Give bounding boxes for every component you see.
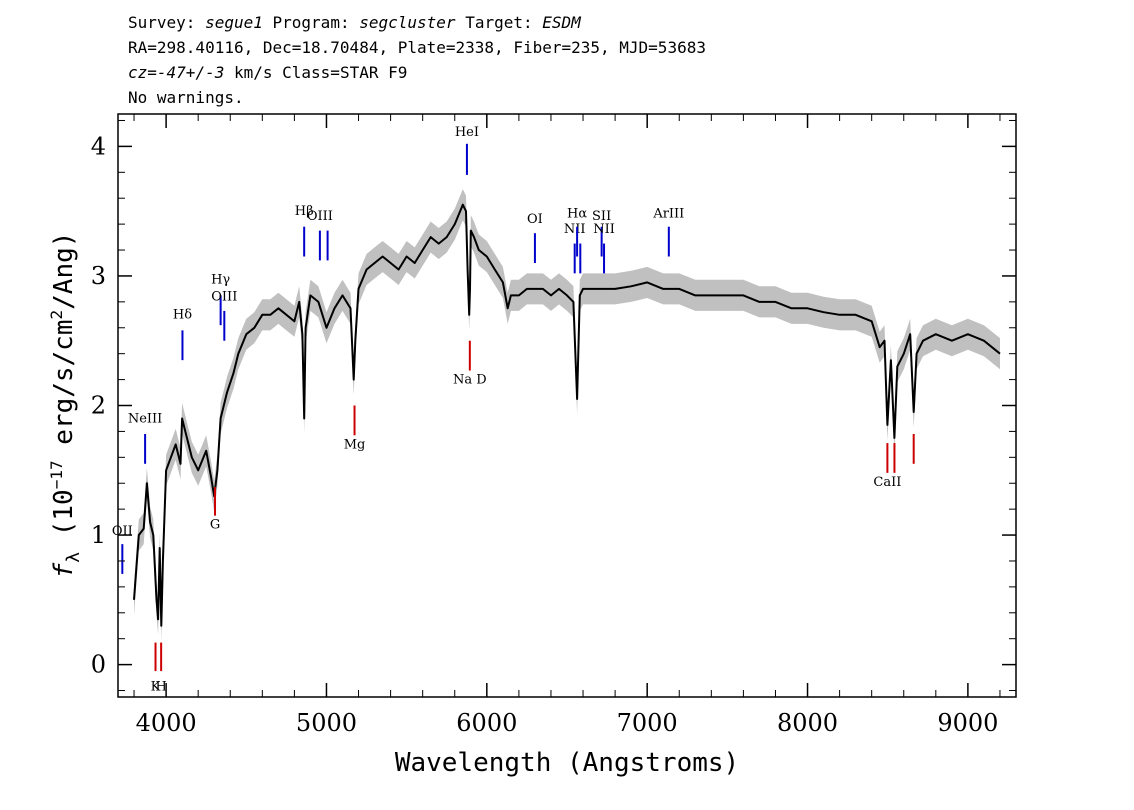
flux-series — [133, 203, 1001, 627]
flux-error-area — [134, 189, 1000, 642]
spectral-line-label: NII — [564, 222, 586, 237]
program-label: Program: — [272, 13, 350, 32]
x-tick-label: 5000 — [296, 709, 357, 737]
program-value: segcluster — [359, 13, 456, 32]
y-axis-title: fλ (10−17 erg/s/cm2/Ang) — [47, 232, 84, 579]
x-tick-label: 7000 — [617, 709, 678, 737]
axis-ticks: 4000 5000 6000 7000 8000 9000 0 1 2 3 4 — [91, 114, 1016, 737]
spectral-line-label: OIII — [211, 290, 237, 305]
y-axis-exp2: 2 — [47, 310, 66, 320]
spectral-line-label: SII — [592, 209, 611, 224]
survey-label: Survey: — [128, 13, 196, 32]
spectral-line-label: Hβ — [295, 204, 314, 219]
y-axis-mid: erg/s/cm — [49, 320, 79, 461]
target-value: ESDM — [542, 13, 581, 32]
spectral-line-label: K — [151, 680, 161, 695]
y-tick-label: 4 — [91, 132, 106, 160]
y-tick-label: 3 — [91, 262, 106, 290]
header-line-2: RA=298.40116, Dec=18.70484, Plate=2338, … — [128, 38, 706, 57]
spectral-line-label: Hγ — [211, 273, 230, 288]
y-axis-exp: −17 — [47, 460, 66, 489]
target-label: Target: — [465, 13, 533, 32]
spectral-line-label: OII — [112, 524, 133, 539]
y-tick-label: 2 — [91, 392, 106, 420]
cz-value: -47+/-3 — [156, 63, 225, 82]
header-line-1: Survey: segue1 Program: segcluster Targe… — [128, 12, 581, 34]
x-tick-label: 8000 — [777, 709, 838, 737]
spectral-line-label: OIII — [307, 209, 333, 224]
y-axis-sub: λ — [63, 552, 84, 563]
spectral-line-label: Hα — [567, 207, 587, 222]
flux-line — [133, 203, 1001, 627]
y-tick-label: 0 — [91, 651, 106, 679]
cz-label: cz= — [128, 63, 157, 82]
spectral-line-label: Hδ — [173, 308, 192, 323]
x-tick-label: 4000 — [136, 709, 197, 737]
spectral-line-label: CaII — [873, 475, 901, 490]
spectral-line-label: Na D — [453, 372, 487, 387]
spectral-line-label: ArIII — [652, 207, 684, 222]
header-line-4: No warnings. — [128, 88, 244, 107]
survey-value: segue1 — [205, 13, 263, 32]
cz-rest: km/s Class=STAR F9 — [224, 63, 408, 82]
plot-frame — [117, 113, 1017, 698]
spectral-line-label: NII — [593, 222, 615, 237]
spectral-line-label: NeIII — [128, 411, 162, 426]
y-tick-label: 1 — [91, 521, 106, 549]
spectral-line-label: OI — [527, 212, 543, 227]
x-tick-label: 6000 — [456, 709, 517, 737]
x-axis-title: Wavelength (Angstroms) — [395, 748, 739, 778]
spectral-line-label: HeI — [455, 125, 479, 140]
y-axis-close: /Ang) — [49, 232, 79, 310]
spectral-line-label: Mg — [344, 437, 366, 452]
y-axis-open: (10 — [49, 489, 79, 552]
x-tick-label: 9000 — [937, 709, 998, 737]
spectral-line-label: H — [155, 680, 166, 695]
header-line-3: cz=-47+/-3 km/s Class=STAR F9 — [128, 62, 407, 84]
flux-error-band — [134, 189, 1000, 642]
spectral-line-label: G — [210, 518, 220, 533]
y-axis-f: f — [49, 562, 79, 578]
